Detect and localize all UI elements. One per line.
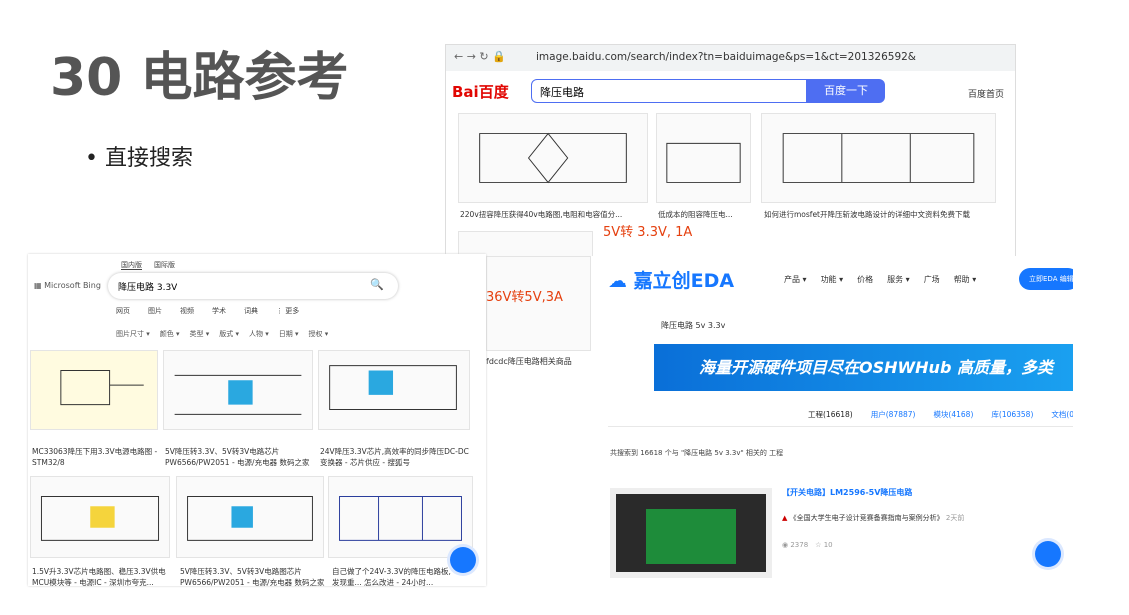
tab[interactable]: 图片 xyxy=(148,307,162,316)
caption[interactable]: 自己做了个24V-3.3V的降压电路板,发现重... 怎么改进 - 24小时..… xyxy=(332,567,451,586)
floating-button[interactable] xyxy=(450,547,476,573)
search-query: 降压电路 3.3V xyxy=(118,283,178,293)
region[interactable]: 国内版 xyxy=(121,261,142,270)
filter[interactable]: 日期 ▾ xyxy=(278,330,299,338)
result-stats: ◉ 2378 ☆ 10 xyxy=(782,541,833,549)
tab[interactable]: 工程(16618) xyxy=(808,410,853,419)
search-button[interactable]: 百度一下 xyxy=(807,79,885,103)
filter[interactable]: 授权 ▾ xyxy=(308,330,329,338)
nav-arrows: ← → ↻ 🔒 xyxy=(454,50,506,63)
search-query: 降压电路 xyxy=(540,86,584,99)
nav-item[interactable]: 价格 xyxy=(857,275,874,284)
baidu-window: ← → ↻ 🔒 image.baidu.com/search/index?tn=… xyxy=(445,44,1016,262)
result-title[interactable]: 【开关电路】LM2596-5V降压电路 xyxy=(782,488,913,497)
eda-window: 36V转5V,3A fdcdc降压电路相关商品 ☁ 嘉立创EDA 产品 ▾ 功能 … xyxy=(486,256,1073,586)
banner[interactable]: 海量开源硬件项目尽在OSHWHub 高质量，多类 xyxy=(654,344,1073,391)
caption[interactable]: 如何进行mosfet开降压斩波电路设计的详细中文资料免费下载 xyxy=(764,210,970,219)
divider xyxy=(608,426,1073,427)
bing-logo-text: Microsoft Bing xyxy=(44,281,101,290)
filter[interactable]: 版式 ▾ xyxy=(219,330,239,338)
nav-item[interactable]: 产品 ▾ xyxy=(784,275,807,284)
eda-logo-text: 嘉立创EDA xyxy=(633,270,735,292)
bing-window: 国内版 国际版 ▦ Microsoft Bing 降压电路 3.3V 🔍 网页 图片 视… xyxy=(28,254,486,586)
caption[interactable]: 5V降压转3.3V、5V转3V电路图芯片 PW6566/PW2051 - 电源/… xyxy=(180,567,325,586)
browser-bar xyxy=(446,45,1015,71)
tab[interactable]: 模块(4168) xyxy=(933,410,974,419)
caption[interactable]: 220v扭容降压获得40v电路图,电阻和电容值分... xyxy=(460,210,623,219)
thumbnail[interactable] xyxy=(328,476,473,558)
tab[interactable]: 用户(87887) xyxy=(870,410,916,419)
search-box[interactable]: 降压电路 xyxy=(531,79,807,103)
region[interactable]: 国际版 xyxy=(154,261,175,269)
bing-logo: ▦ Microsoft Bing xyxy=(34,281,101,290)
eda-tabs: 工程(16618) 用户(87887) 模块(4168) 库(106358) 文档(0) xyxy=(808,409,1073,420)
caption[interactable]: MC33063降压下用3.3V电源电路图 - STM32/8 xyxy=(32,447,158,467)
bullet-text: 直接搜索 xyxy=(104,146,193,171)
thumbnail[interactable] xyxy=(318,350,470,430)
cta-button[interactable]: 立即EDA 编辑 xyxy=(1019,268,1073,290)
thumbnail[interactable] xyxy=(30,350,158,430)
product-overlay: 5V转 3.3V, 1A xyxy=(603,225,693,240)
nav-item[interactable]: 广场 xyxy=(923,275,940,284)
bing-tabs: 网页 图片 视频 学术 词典 ⋮ 更多 xyxy=(116,306,299,316)
nav-item[interactable]: 功能 ▾ xyxy=(820,275,844,284)
tab[interactable]: 视频 xyxy=(180,307,194,315)
baidu-logo: Bai百度 xyxy=(452,83,509,101)
caption[interactable]: 低成本的阻容降压电... xyxy=(658,210,733,219)
region-tabs: 国内版 国际版 xyxy=(121,260,175,270)
home-link[interactable]: 百度首页 xyxy=(968,90,1005,100)
bullet: • 直接搜索 xyxy=(85,146,193,171)
eda-logo: ☁ 嘉立创EDA xyxy=(608,270,735,292)
tab[interactable]: 学术 xyxy=(212,307,226,315)
caption[interactable]: 5V降压转3.3V、5V转3V电路芯片 PW6566/PW2051 - 电源/充… xyxy=(165,447,310,467)
thumbnail[interactable] xyxy=(486,256,591,351)
product-caption: fdcdc降压电路相关商品 xyxy=(486,357,572,366)
slide-title: 30 电路参考 xyxy=(50,48,349,108)
tab[interactable]: ⋮ 更多 xyxy=(276,307,300,315)
result-source: ▲ 《全国大学生电子设计竞赛备赛指南与案例分析》 2天前 xyxy=(782,514,965,522)
source-text: 《全国大学生电子设计竞赛备赛指南与案例分析》 xyxy=(789,514,944,522)
filter[interactable]: 人物 ▾ xyxy=(249,330,269,338)
thumbnail[interactable] xyxy=(656,113,751,203)
eda-query: 降压电路 5v 3.3v xyxy=(661,321,726,330)
result-image[interactable] xyxy=(610,488,772,578)
filter[interactable]: 类型 ▾ xyxy=(189,330,210,338)
summary: 共搜索到 16618 个与 "降压电路 5v 3.3v" 相关的 工程 xyxy=(610,449,784,457)
thumbnail[interactable] xyxy=(176,476,324,558)
caption[interactable]: 1.5V升3.3V芯片电路图、稳压3.3V供电MCU模块等 - 电源IC - 深… xyxy=(32,567,166,586)
nav-item[interactable]: 服务 ▾ xyxy=(887,275,910,284)
product-overlay: 36V转5V,3A xyxy=(486,290,563,305)
tab[interactable]: 库(106358) xyxy=(991,410,1034,419)
floating-button[interactable] xyxy=(1035,541,1061,567)
likes: 10 xyxy=(823,541,833,549)
tab[interactable]: 网页 xyxy=(116,307,130,315)
filter[interactable]: 颜色 ▾ xyxy=(159,330,180,338)
views: 2378 xyxy=(790,541,809,549)
thumbnail[interactable] xyxy=(30,476,170,558)
filter[interactable]: 图片尺寸 ▾ xyxy=(116,330,150,338)
tab[interactable]: 词典 xyxy=(244,307,258,315)
nav-item[interactable]: 帮助 ▾ xyxy=(953,275,977,284)
thumbnail[interactable] xyxy=(458,113,648,203)
thumbnail[interactable] xyxy=(761,113,996,203)
result-time: 2天前 xyxy=(945,514,965,522)
thumbnail[interactable] xyxy=(163,350,313,430)
url: image.baidu.com/search/index?tn=baiduima… xyxy=(536,51,916,63)
bing-filters: 图片尺寸 ▾ 颜色 ▾ 类型 ▾ 版式 ▾ 人物 ▾ 日期 ▾ 授权 ▾ xyxy=(116,329,328,339)
eda-nav: 产品 ▾ 功能 ▾ 价格 服务 ▾ 广场 帮助 ▾ xyxy=(784,274,976,285)
tab[interactable]: 文档(0) xyxy=(1051,410,1073,419)
search-box[interactable]: 降压电路 3.3V 🔍 xyxy=(108,273,398,299)
caption[interactable]: 24V降压3.3V芯片,高效率的同步降压DC-DC变换器 - 芯片供应 - 搜狐… xyxy=(320,447,469,467)
